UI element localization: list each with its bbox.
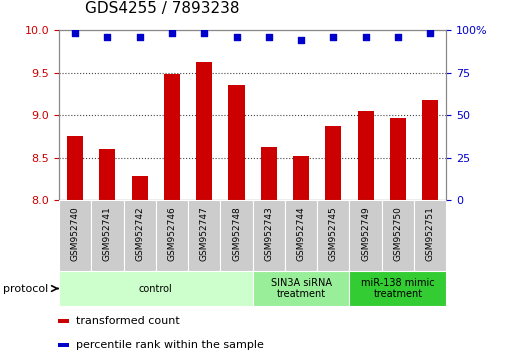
Bar — [100, 149, 115, 200]
Bar — [349, 200, 382, 271]
Text: GDS4255 / 7893238: GDS4255 / 7893238 — [85, 1, 239, 16]
Bar — [188, 200, 221, 271]
Text: GSM952741: GSM952741 — [103, 207, 112, 261]
Bar — [124, 200, 156, 271]
Point — [265, 34, 273, 40]
Text: protocol: protocol — [3, 284, 48, 293]
Text: GSM952743: GSM952743 — [264, 207, 273, 261]
Text: GSM952749: GSM952749 — [361, 207, 370, 261]
Bar — [349, 271, 446, 306]
Bar — [382, 200, 414, 271]
Bar — [132, 176, 148, 200]
Point — [426, 31, 435, 36]
Text: GSM952740: GSM952740 — [71, 207, 80, 261]
Text: GSM952747: GSM952747 — [200, 207, 209, 261]
Bar — [58, 343, 69, 347]
Bar — [252, 200, 285, 271]
Text: GSM952750: GSM952750 — [393, 206, 402, 262]
Point — [329, 34, 338, 40]
Bar — [164, 74, 180, 200]
Bar — [293, 156, 309, 200]
Bar — [59, 271, 252, 306]
Bar — [196, 62, 212, 200]
Bar — [422, 100, 438, 200]
Bar — [325, 126, 342, 200]
Bar — [358, 111, 373, 200]
Bar — [228, 85, 245, 200]
Text: GSM952744: GSM952744 — [297, 207, 306, 261]
Text: GSM952745: GSM952745 — [329, 207, 338, 261]
Point — [135, 34, 144, 40]
Text: GSM952746: GSM952746 — [167, 207, 176, 261]
Text: GSM952751: GSM952751 — [426, 206, 435, 262]
Text: control: control — [139, 284, 173, 293]
Point — [168, 31, 176, 36]
Point — [232, 34, 241, 40]
Bar — [58, 319, 69, 323]
Text: GSM952742: GSM952742 — [135, 207, 144, 261]
Bar — [67, 136, 83, 200]
Point — [71, 31, 79, 36]
Bar — [91, 200, 124, 271]
Point — [103, 34, 111, 40]
Bar — [414, 200, 446, 271]
Text: transformed count: transformed count — [76, 316, 180, 326]
Bar — [317, 200, 349, 271]
Text: GSM952748: GSM952748 — [232, 207, 241, 261]
Bar — [252, 271, 349, 306]
Text: percentile rank within the sample: percentile rank within the sample — [76, 340, 264, 350]
Bar — [261, 147, 277, 200]
Text: miR-138 mimic
treatment: miR-138 mimic treatment — [361, 278, 435, 299]
Bar — [156, 200, 188, 271]
Point — [394, 34, 402, 40]
Point — [297, 38, 305, 43]
Bar — [59, 200, 91, 271]
Point — [362, 34, 370, 40]
Point — [200, 31, 208, 36]
Bar — [390, 118, 406, 200]
Text: SIN3A siRNA
treatment: SIN3A siRNA treatment — [270, 278, 331, 299]
Bar — [221, 200, 252, 271]
Bar — [285, 200, 317, 271]
